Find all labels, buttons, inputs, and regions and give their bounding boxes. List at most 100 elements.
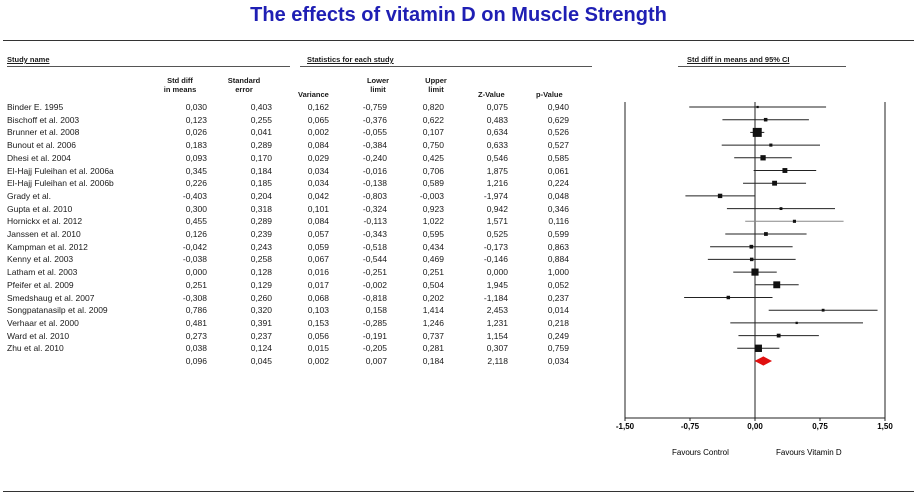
cell-p-value: 0,237 bbox=[547, 292, 569, 303]
header-std-error-line1: Standard bbox=[227, 76, 261, 85]
cell-z-value: 1,216 bbox=[486, 178, 508, 189]
header-variance: Variance bbox=[298, 90, 329, 99]
cell-std-error: 0,239 bbox=[250, 229, 272, 239]
effect-marker bbox=[754, 344, 762, 352]
cell-variance: 0,103 bbox=[307, 305, 329, 316]
cell-variance: 0,065 bbox=[307, 114, 329, 125]
effect-marker bbox=[779, 207, 783, 211]
header-lower-limit: Lower limit bbox=[360, 76, 396, 94]
cell-std-diff: 0,455 bbox=[185, 216, 207, 227]
x-tick-label: 0,00 bbox=[747, 422, 763, 431]
header-z-value: Z-Value bbox=[478, 90, 505, 99]
cell-study-name: Bischoff et al. 2003 bbox=[7, 114, 80, 125]
cell-std-error: 0,128 bbox=[250, 267, 272, 278]
stats-header-rule bbox=[300, 66, 592, 67]
effect-marker bbox=[782, 168, 788, 173]
cell-z-value: 1,154 bbox=[486, 330, 508, 341]
cell-std-diff: -0,038 bbox=[182, 254, 207, 265]
cell-study-name: Verhaar et al. 2000 bbox=[7, 317, 79, 328]
cell-upper-limit: 0,622 bbox=[422, 114, 444, 125]
cell-std-error: 0,255 bbox=[250, 114, 272, 125]
effect-marker bbox=[717, 193, 723, 199]
cell-p-value: 0,052 bbox=[547, 279, 569, 290]
effect-marker bbox=[760, 155, 766, 161]
effect-marker bbox=[726, 295, 731, 300]
effect-marker bbox=[769, 143, 773, 147]
cell-z-value: 0,307 bbox=[486, 343, 508, 354]
bottom-rule bbox=[3, 491, 914, 492]
cell-variance: 0,068 bbox=[307, 292, 329, 303]
cell-std-diff: 0,251 bbox=[185, 279, 207, 290]
cell-p-value: 0,629 bbox=[547, 114, 569, 125]
cell-variance: 0,056 bbox=[307, 330, 329, 341]
cell-std-error: 0,318 bbox=[250, 203, 272, 214]
cell-lower-limit: 0,007 bbox=[365, 356, 387, 366]
effect-marker bbox=[764, 232, 768, 236]
cell-upper-limit: 0,107 bbox=[422, 127, 444, 138]
cell-z-value: 1,945 bbox=[486, 279, 508, 290]
effect-marker bbox=[772, 180, 778, 186]
cell-upper-limit: 0,504 bbox=[422, 279, 444, 290]
cell-upper-limit: 1,246 bbox=[422, 317, 444, 328]
cell-std-error: 0,185 bbox=[250, 178, 272, 189]
header-lower-line1: Lower bbox=[366, 76, 390, 85]
cell-variance: 0,029 bbox=[307, 152, 329, 163]
header-study-name: Study name bbox=[7, 55, 50, 64]
cell-std-diff: -0,403 bbox=[182, 190, 207, 201]
header-std-error-line2: error bbox=[235, 85, 253, 94]
cell-std-diff: 0,026 bbox=[185, 127, 207, 138]
cell-z-value: 0,525 bbox=[486, 229, 508, 239]
cell-lower-limit: -0,544 bbox=[362, 254, 387, 265]
cell-variance: 0,034 bbox=[307, 178, 329, 189]
effect-marker bbox=[751, 268, 759, 276]
cell-z-value: 0,634 bbox=[486, 127, 508, 138]
cell-study-name: Smedshaug et al. 2007 bbox=[7, 292, 95, 303]
cell-std-error: 0,260 bbox=[250, 292, 272, 303]
header-std-diff-line2: in means bbox=[163, 85, 197, 94]
cell-study-name: Dhesi et al. 2004 bbox=[7, 152, 71, 163]
cell-p-value: 0,940 bbox=[547, 102, 569, 112]
effect-marker bbox=[792, 219, 796, 223]
cell-study-name: Ward et al. 2010 bbox=[7, 330, 70, 341]
cell-std-error: 0,243 bbox=[250, 241, 272, 252]
x-tick-label: -0,75 bbox=[681, 422, 700, 431]
cell-study-name: Songpatanasilp et al. 2009 bbox=[7, 305, 108, 316]
cell-lower-limit: -0,324 bbox=[362, 203, 387, 214]
cell-lower-limit: -0,191 bbox=[362, 330, 387, 341]
cell-std-diff: 0,481 bbox=[185, 317, 207, 328]
cell-std-diff: 0,038 bbox=[185, 343, 207, 354]
cell-std-error: 0,045 bbox=[250, 356, 272, 366]
cell-variance: 0,015 bbox=[307, 343, 329, 354]
cell-study-name: Bunout et al. 2006 bbox=[7, 140, 77, 151]
cell-z-value: 0,000 bbox=[486, 267, 508, 278]
cell-z-value: 2,118 bbox=[487, 356, 508, 366]
cell-lower-limit: -0,205 bbox=[362, 343, 387, 354]
cell-z-value: 0,546 bbox=[486, 152, 508, 163]
header-std-diff-line1: Std diff bbox=[167, 76, 193, 85]
cell-p-value: 0,599 bbox=[547, 229, 569, 239]
cell-upper-limit: 0,589 bbox=[422, 178, 444, 189]
cell-std-diff: -0,042 bbox=[182, 241, 207, 252]
cell-z-value: 1,571 bbox=[486, 216, 508, 227]
cell-std-error: 0,289 bbox=[250, 216, 272, 227]
header-lower-line2: limit bbox=[370, 85, 386, 94]
cell-variance: 0,067 bbox=[307, 254, 329, 265]
cell-std-diff: 0,093 bbox=[185, 152, 207, 163]
cell-lower-limit: -0,002 bbox=[362, 279, 387, 290]
cell-upper-limit: 0,737 bbox=[422, 330, 444, 341]
cell-study-name: Janssen et al. 2010 bbox=[7, 229, 81, 239]
cell-p-value: 0,346 bbox=[547, 203, 569, 214]
cell-p-value: 0,224 bbox=[547, 178, 569, 189]
cell-upper-limit: 0,425 bbox=[422, 152, 444, 163]
cell-p-value: 0,034 bbox=[547, 356, 569, 366]
cell-variance: 0,084 bbox=[307, 140, 329, 151]
cell-z-value: 1,875 bbox=[486, 165, 508, 176]
x-tick-label: -1,50 bbox=[616, 422, 635, 431]
cell-variance: 0,084 bbox=[307, 216, 329, 227]
effect-marker bbox=[821, 308, 825, 312]
x-tick-label: 0,75 bbox=[812, 422, 828, 431]
cell-z-value: -0,146 bbox=[483, 254, 508, 265]
cell-study-name: Brunner et al. 2008 bbox=[7, 127, 80, 138]
header-std-diff: Std diff in means bbox=[160, 76, 200, 94]
